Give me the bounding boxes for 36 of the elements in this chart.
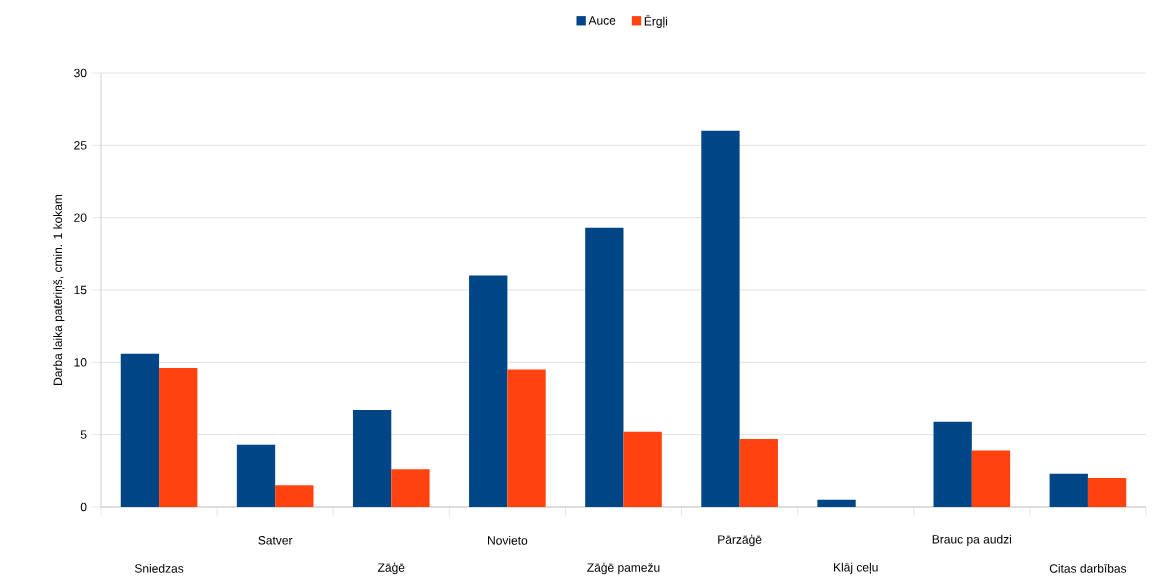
bar: [585, 227, 624, 507]
x-tick-label: Zāģē pamežu: [587, 562, 660, 575]
y-tick-label: 20: [74, 213, 87, 222]
y-tick-label: 25: [74, 141, 87, 150]
legend-label: Ērgļi: [644, 15, 668, 28]
x-tick-label: Novieto: [488, 535, 528, 545]
y-tick-label: 10: [74, 358, 87, 367]
bar: [469, 275, 508, 507]
x-tick-label: Zāģē: [377, 562, 405, 575]
x-tick-label: Citas darbības: [1049, 563, 1127, 573]
bar: [623, 431, 662, 507]
bar: [933, 421, 972, 507]
bar: [236, 444, 276, 507]
bar: [120, 353, 160, 507]
y-tick-label: 5: [80, 430, 87, 439]
bar: [275, 485, 314, 507]
y-axis-title: Darba laika patēriņš, cmin. 1 kokam: [53, 194, 65, 385]
x-tick-label: Klāj ceļu: [834, 562, 878, 574]
bar: [1087, 478, 1127, 507]
y-tick-label: 30: [74, 68, 87, 78]
bar: [159, 368, 198, 507]
bar: [701, 130, 740, 507]
x-tick-label: Brauc pa audzi: [932, 534, 1012, 546]
bar: [739, 438, 778, 507]
y-tick-label: 15: [74, 285, 87, 295]
bar: [1049, 473, 1088, 507]
bar: [391, 469, 430, 507]
bar: [817, 499, 856, 507]
bar: [352, 410, 392, 507]
x-tick-label: Sniedzas: [134, 563, 184, 573]
x-tick-label: Pārzāģē: [718, 534, 762, 547]
bar: [971, 450, 1011, 507]
bar: [507, 369, 546, 507]
x-tick-label: Satver: [258, 536, 293, 545]
y-tick-label: 0: [80, 502, 87, 512]
legend-label: Auce: [588, 16, 616, 25]
